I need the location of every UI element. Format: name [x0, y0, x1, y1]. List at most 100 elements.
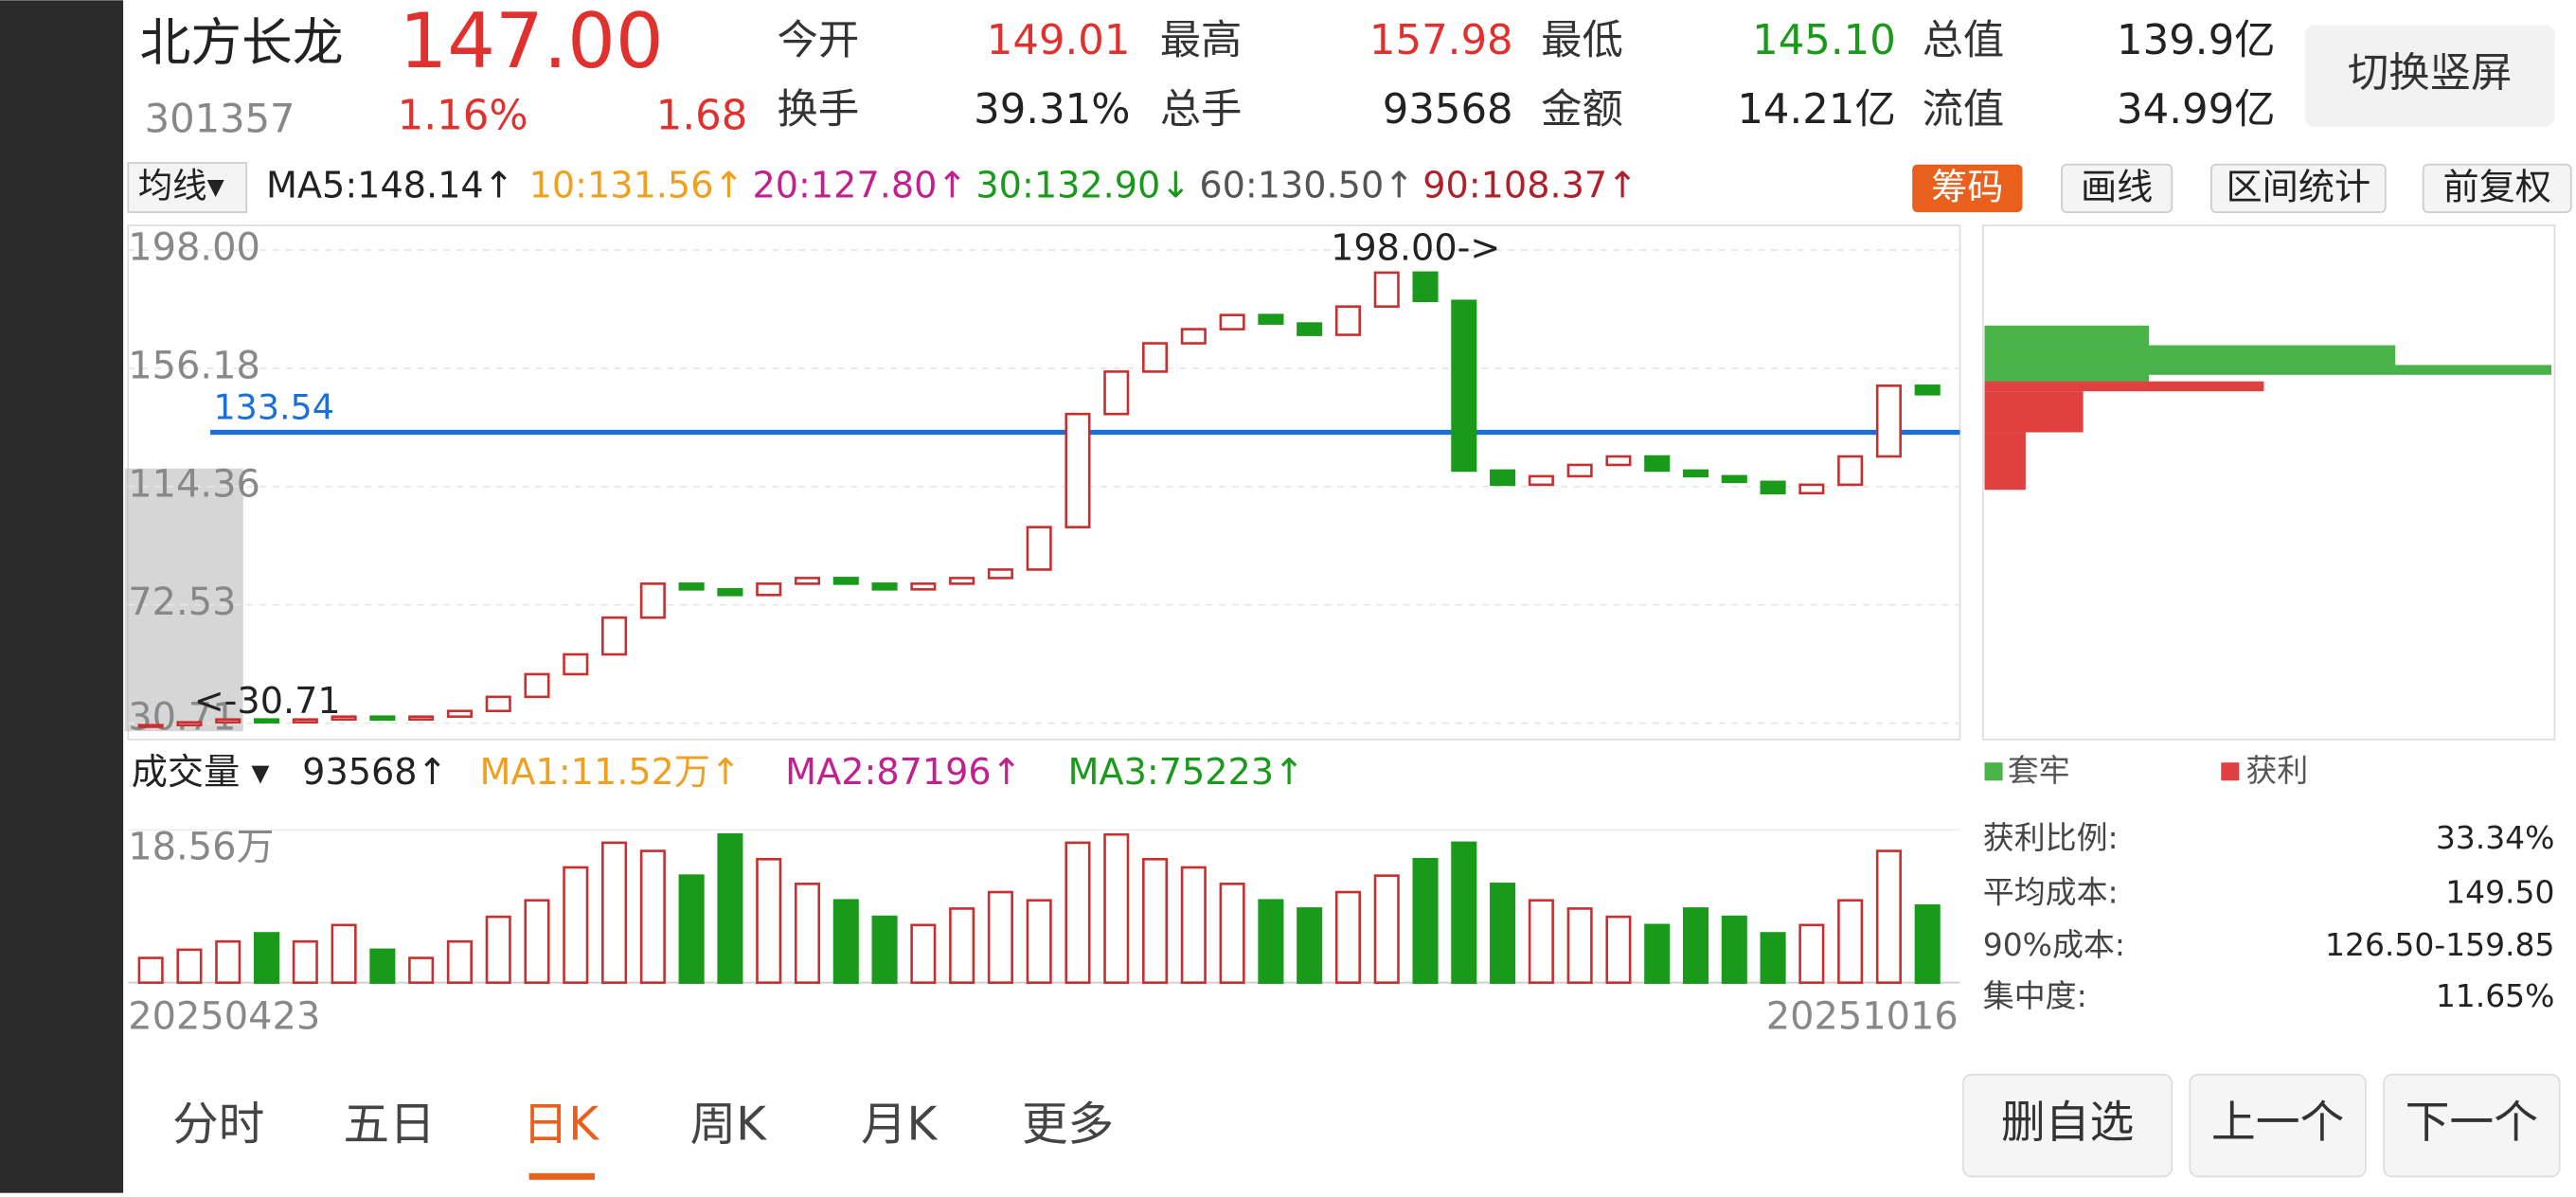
volume-bar [1682, 907, 1709, 984]
volume-bar [987, 890, 1013, 984]
volume-bar [717, 832, 743, 984]
candle [137, 724, 164, 728]
volume-bar [524, 899, 550, 984]
volume-bar [1566, 907, 1593, 984]
stat-label: 流值 [1923, 86, 2005, 134]
tool-button-label: 前复权 [2442, 166, 2550, 207]
stock-code: 301357 [145, 96, 295, 142]
tab[interactable]: 日K [523, 1098, 600, 1151]
volume-bar [910, 923, 937, 984]
candle [1798, 483, 1825, 495]
volume-bar [253, 932, 280, 984]
volume-bar [1798, 923, 1825, 984]
candle [253, 718, 280, 724]
tab[interactable]: 分时 [172, 1098, 264, 1151]
nav-button[interactable] [1962, 1073, 2174, 1178]
candle [949, 577, 975, 585]
change-pct: 1.16% [398, 93, 528, 140]
stat-value: 93568 [1383, 86, 1513, 134]
candle [1760, 480, 1786, 495]
legend-swatch [2221, 762, 2240, 781]
tab[interactable]: 月K [861, 1098, 939, 1151]
candle [1566, 463, 1593, 478]
stat-label: 换手 [778, 86, 860, 134]
chip-stat-label: 集中度: [1983, 977, 2087, 1014]
tab[interactable]: 五日 [344, 1098, 436, 1151]
ma-value: 10:131.56↑ [529, 165, 744, 206]
tab[interactable]: 更多 [1022, 1098, 1114, 1151]
candle [871, 582, 898, 591]
volume-bar [1644, 923, 1671, 984]
stat-label: 最高 [1160, 17, 1243, 64]
volume-bar [1837, 899, 1864, 984]
nav-button-label: 删自选 [2001, 1098, 2134, 1149]
nav-button[interactable] [2383, 1073, 2561, 1178]
candle [1142, 342, 1169, 373]
volume-bar [678, 874, 705, 984]
chip-stat-value: 11.65% [2436, 977, 2555, 1014]
volume-bar [1875, 849, 1902, 984]
ma-selector: 均线▾ [138, 166, 225, 206]
candle [1605, 455, 1632, 467]
candle [1219, 313, 1245, 331]
volume-bar [1064, 841, 1091, 984]
chip-stat-value: 126.50-159.85 [2325, 926, 2554, 963]
price-frame [127, 224, 1961, 741]
candle [1644, 455, 1671, 473]
nav-button-label: 上一个 [2211, 1098, 2344, 1149]
side-handle[interactable] [124, 468, 243, 732]
end-date: 20251016 [1766, 994, 1959, 1038]
y-tick-label: 72.53 [128, 581, 236, 624]
y-tick-label: 30.71 [128, 696, 236, 740]
volume-bar [1334, 890, 1362, 984]
legend-label: 套牢 [2008, 752, 2070, 789]
candle [215, 718, 242, 724]
tool-button[interactable] [1912, 164, 2023, 213]
tool-button-label: 筹码 [1931, 166, 2003, 207]
tool-button[interactable] [2061, 163, 2174, 213]
volume-bar [1258, 899, 1284, 984]
candle [832, 577, 859, 585]
candle [1334, 305, 1362, 336]
candle [794, 577, 821, 585]
chip-stat-value: 149.50 [2445, 873, 2554, 910]
chip-stat-label: 平均成本: [1983, 873, 2119, 910]
volume-top-label: 18.56万 [128, 826, 274, 869]
stat-value: 139.9亿 [2117, 17, 2276, 64]
stat-label: 总手 [1160, 86, 1243, 134]
candle [563, 652, 589, 676]
tool-button[interactable] [2210, 163, 2387, 213]
candle [524, 672, 550, 699]
volume-bar [1451, 841, 1477, 984]
chip-stat-label: 90%成本: [1983, 926, 2125, 963]
candle [1721, 474, 1747, 484]
tool-button[interactable] [2422, 163, 2572, 213]
volume-bar [215, 939, 242, 984]
ma-value: 90:108.37↑ [1422, 165, 1637, 206]
stat-label: 总值 [1923, 17, 2005, 64]
stat-label: 金额 [1541, 86, 1623, 134]
tab[interactable]: 周K [690, 1098, 768, 1151]
volume-bar [1412, 857, 1439, 984]
candle [987, 568, 1013, 580]
volume-bar [485, 915, 511, 984]
candle [331, 715, 357, 722]
candle [176, 721, 203, 726]
selector-bg[interactable] [127, 162, 248, 213]
candle [1103, 370, 1130, 416]
volume-bar [1914, 903, 1941, 984]
volume-bar [369, 948, 396, 984]
nav-button[interactable] [2189, 1073, 2367, 1178]
stat-label: 今开 [778, 17, 860, 64]
volume-bar [794, 883, 821, 984]
volume-bar [137, 956, 164, 984]
nav-button-label: 下一个 [2406, 1098, 2538, 1149]
tool-button-label: 区间统计 [2227, 166, 2371, 207]
candle [1451, 299, 1477, 473]
button-bg[interactable] [2304, 25, 2555, 127]
candle [1373, 271, 1400, 309]
stat-value: 149.01 [987, 17, 1131, 64]
volume-bar [331, 923, 357, 984]
candle [1490, 469, 1516, 487]
